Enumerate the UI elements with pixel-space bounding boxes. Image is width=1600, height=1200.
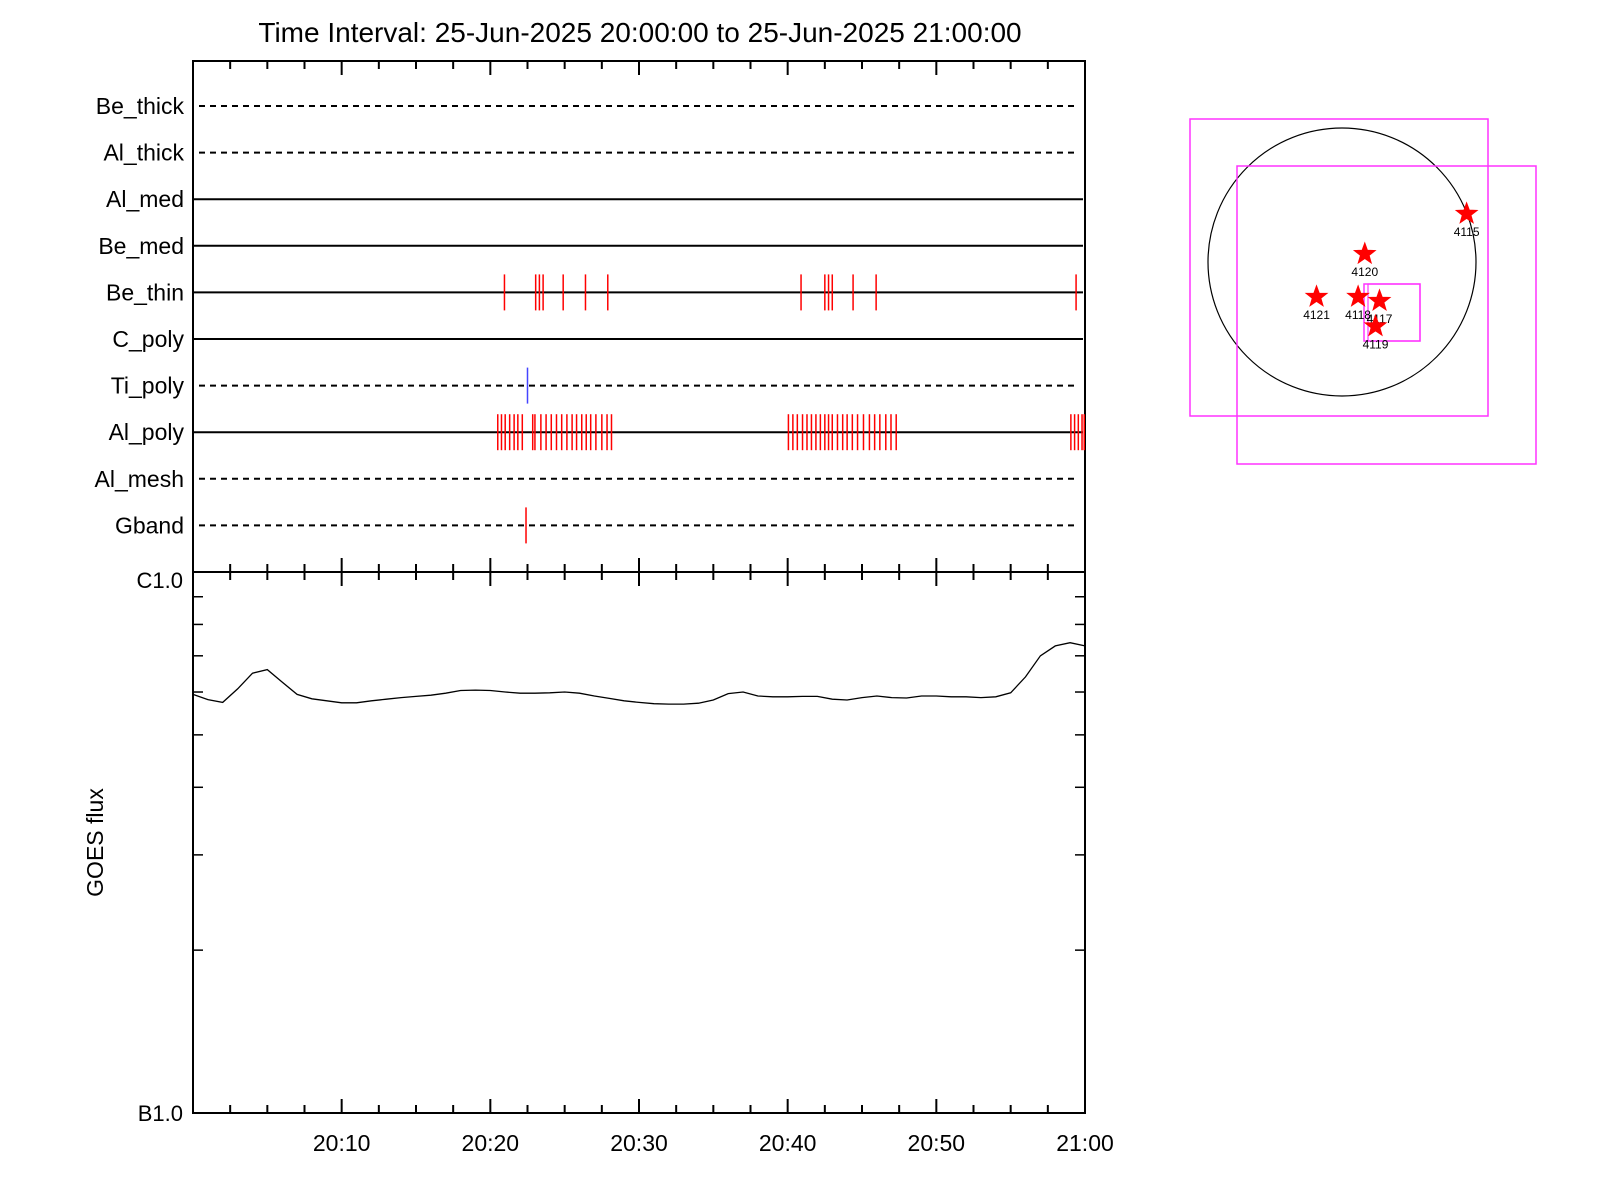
active-region-star-icon [1367,288,1392,311]
goes-frame [192,571,1086,1114]
active-region-label: 4119 [1363,337,1389,351]
channel-label: Be_thick [96,93,185,119]
solar-disk-outline [1207,127,1477,397]
channel-label: Al_poly [109,419,185,445]
active-region-label: 4121 [1303,308,1330,322]
channel-label: Al_mesh [95,466,184,492]
active-region-star-icon [1363,313,1388,337]
channel-label: Al_thick [103,140,184,166]
goes-flux-panel: B1.0 C1.0 GOES flux 20:10 20:20 20:30 20:40 20:… [82,568,1114,1156]
timeline-frame [192,60,1086,573]
goes-x-tick-label: 20:50 [908,1130,966,1156]
active-region-label: 4120 [1351,265,1378,279]
channel-label: Be_med [98,233,184,259]
channel-label: Gband [115,512,184,538]
goes-x-tick-label: 20:30 [610,1130,668,1156]
active-region-star-icon [1346,284,1370,307]
channel-timeline-panel: Be_thick Al_thick Al_med Be_med Be_thin C_pol… [95,60,1086,573]
channel-label: Be_thin [106,279,184,305]
goes-y-axis-label: GOES flux [82,788,108,897]
goes-flux-line [192,642,1086,705]
goes-x-tick-label: 21:00 [1056,1130,1114,1156]
active-region-star-icon [1454,201,1479,224]
channel-label: Ti_poly [111,373,185,399]
active-region-star-icon [1304,284,1329,307]
active-region-label: 4115 [1454,225,1480,239]
channel-label: Al_med [106,186,184,212]
chart-title: Time Interval: 25-Jun-2025 20:00:00 to 2… [258,17,1021,48]
goes-x-tick-label: 20:40 [759,1130,817,1156]
active-region-star-icon [1352,241,1377,265]
goes-y-tick-label: C1.0 [137,568,183,593]
goes-x-tick-label: 20:10 [313,1130,371,1156]
active-region-label: 4118 [1345,308,1371,322]
channel-label: C_poly [112,326,184,352]
fov-box [1236,165,1537,465]
fov-box [1189,118,1489,417]
goes-y-tick-label: B1.0 [138,1101,183,1126]
fov-box-small [1367,283,1421,342]
goes-x-tick-label: 20:20 [462,1130,520,1156]
